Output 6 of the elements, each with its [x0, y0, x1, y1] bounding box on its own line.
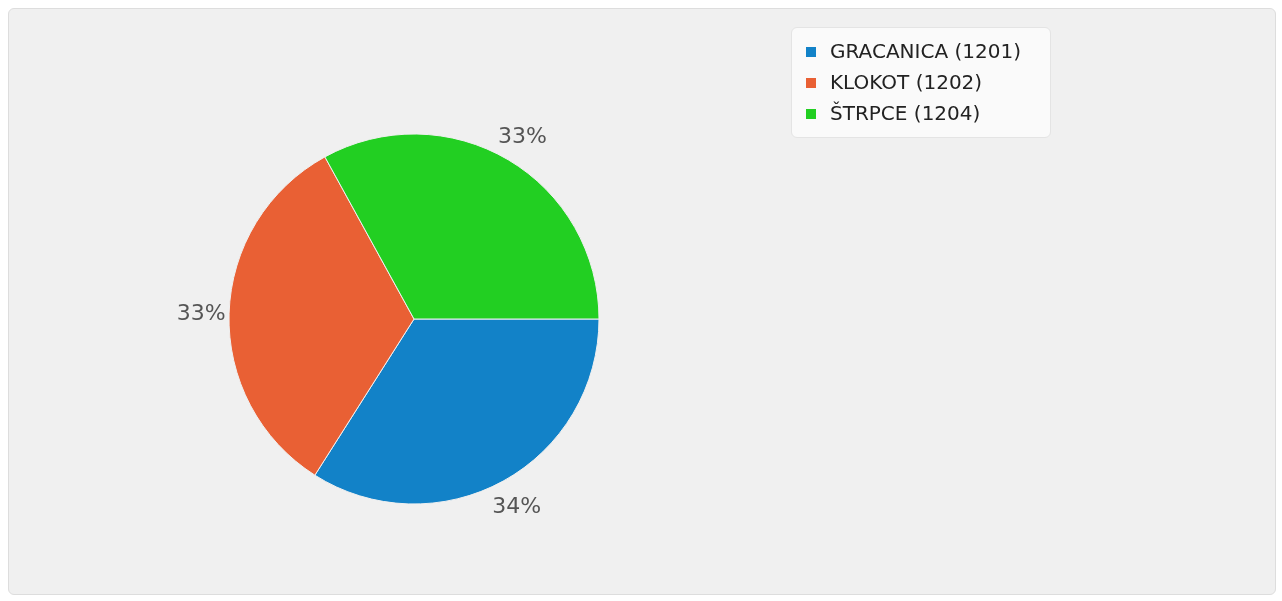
- data-label: 33%: [176, 299, 226, 325]
- data-label: 33%: [497, 123, 547, 149]
- data-label: 34%: [492, 493, 542, 519]
- legend-label: ŠTRPCE (1204): [830, 100, 981, 127]
- legend-label: KLOKOT (1202): [830, 69, 983, 96]
- legend-label: GRACANICA (1201): [830, 38, 1021, 65]
